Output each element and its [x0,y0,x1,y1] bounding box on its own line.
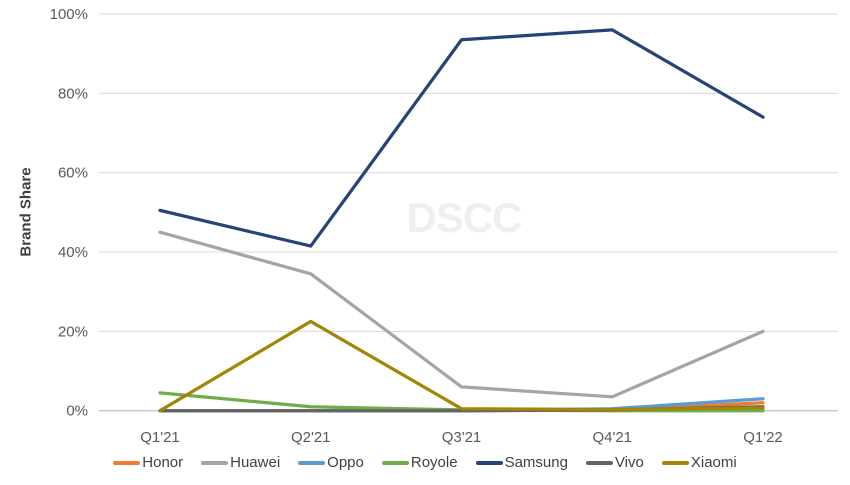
series-line-huawei [158,230,765,399]
y-tick-label: 80% [58,85,88,102]
y-tick-label: 40% [58,244,88,261]
legend-swatch-huawei [201,460,229,465]
legend-item-xiaomi: Xiaomi [661,454,737,471]
legend-swatch-samsung [475,460,503,465]
legend-item-oppo: Oppo [298,454,364,471]
legend-item-huawei: Huawei [201,454,280,471]
x-tick-label: Q3'21 [442,429,482,446]
legend-swatch-vivo [585,460,613,465]
legend-label: Oppo [327,454,364,471]
chart-svg: 0% 20% 40% 60% 80% 100% DSCC Q1'21 Q2'21 Q3'21 Q4'… [50,6,838,446]
legend-label: Samsung [504,454,568,471]
legend-label: Honor [142,454,184,471]
y-tick-label: 20% [58,323,88,340]
legend-item-honor: Honor [113,454,183,471]
y-tick-label: 100% [50,6,88,23]
legend-label: Xiaomi [690,454,737,471]
series-line-xiaomi [158,319,765,413]
x-tick-label: Q1'22 [743,429,783,446]
legend-label: Huawei [230,454,281,471]
series-line-samsung [158,28,765,248]
y-tick-label: 60% [58,165,88,182]
legend-swatch-royole [381,460,409,465]
legend: Honor Huawei Oppo Royole Samsung Vivo Xiaomi [0,454,850,471]
legend-label: Vivo [614,454,644,471]
x-tick-label: Q4'21 [592,429,632,446]
legend-item-royole: Royole [381,454,458,471]
legend-label: Royole [410,454,458,471]
x-tick-label: Q1'21 [140,429,180,446]
legend-item-vivo: Vivo [585,454,644,471]
watermark: DSCC [406,194,522,241]
legend-swatch-honor [113,460,141,465]
legend-swatch-xiaomi [661,460,689,465]
legend-swatch-oppo [298,460,326,465]
y-tick-label: 0% [66,403,88,420]
x-tick-label: Q2'21 [291,429,331,446]
legend-item-samsung: Samsung [475,454,568,471]
